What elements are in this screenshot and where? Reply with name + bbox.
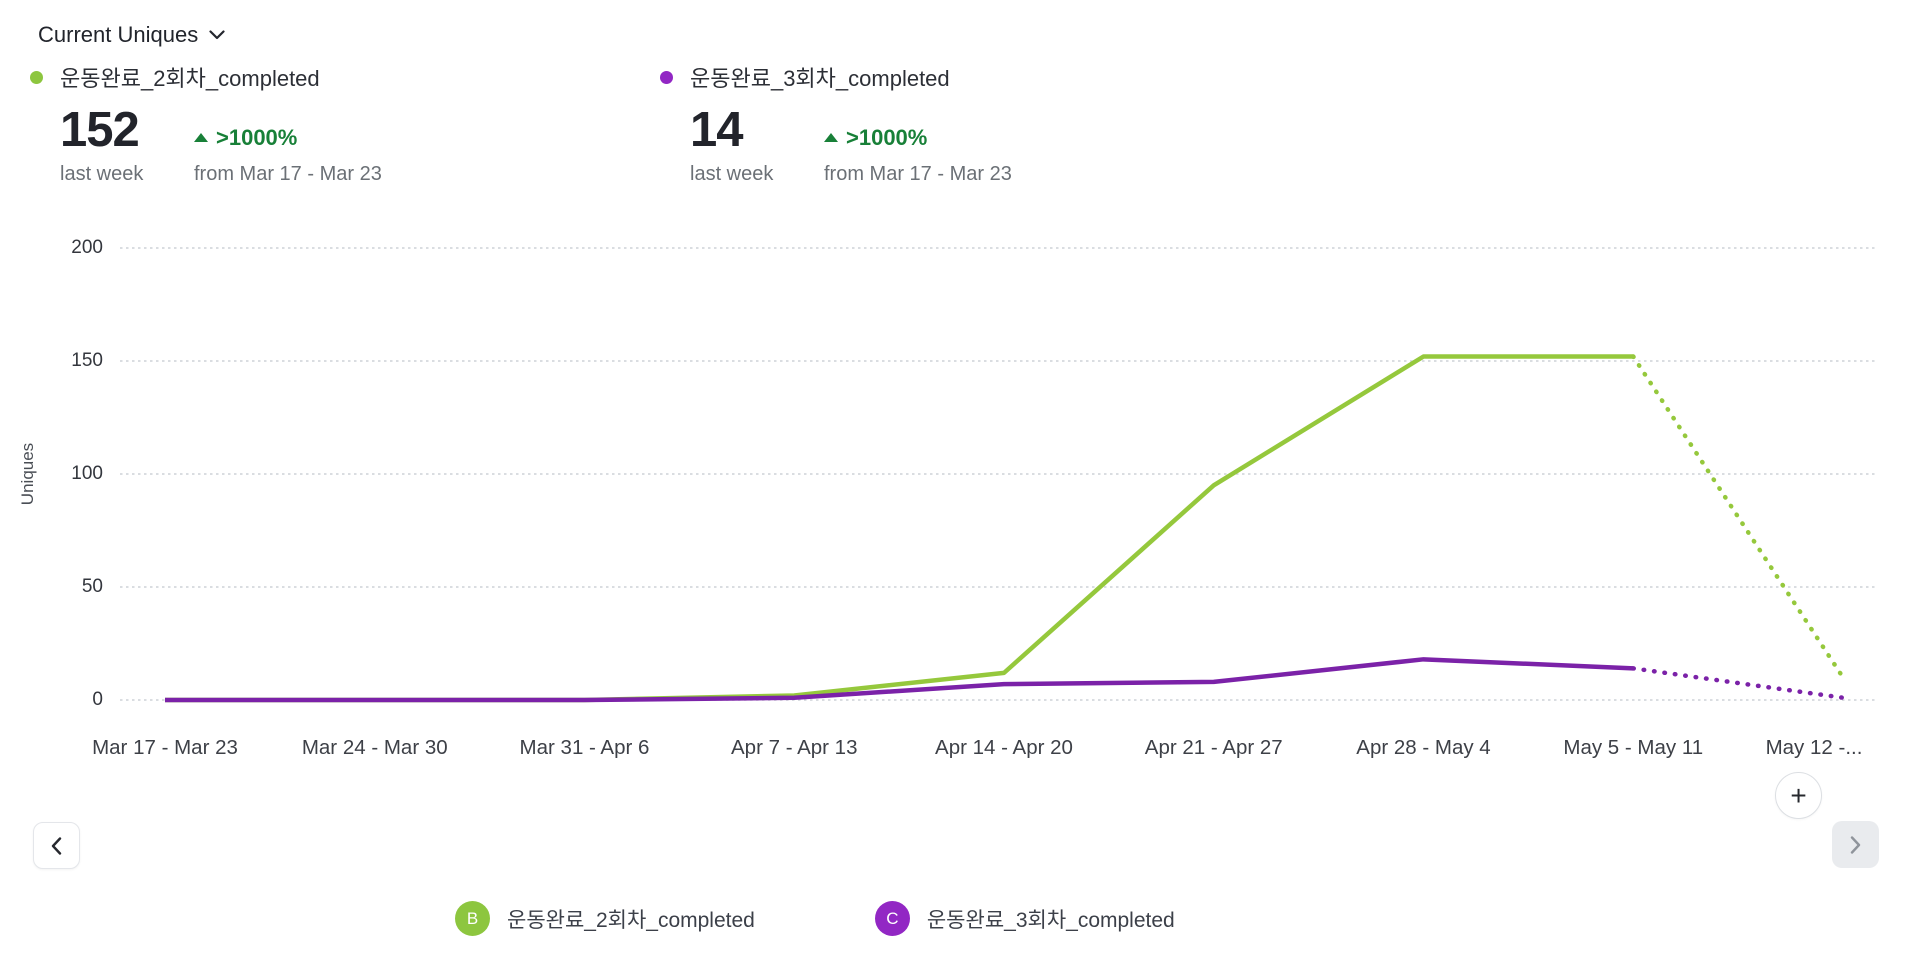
y-tick-label: 200 — [71, 237, 103, 258]
series-b-title-row[interactable]: 운동완료_2회차_completed — [30, 62, 382, 92]
trend-up-icon — [824, 133, 838, 142]
series-c-title-row[interactable]: 운동완료_3회차_completed — [660, 62, 1012, 92]
metric-type-dropdown[interactable]: Current Uniques — [38, 22, 225, 48]
legend-label-b: 운동완료_2회차_completed — [507, 908, 755, 932]
series-b-value: 152 — [60, 103, 140, 157]
x-tick-label: Mar 24 - Mar 30 — [301, 736, 448, 759]
metric-summary-series-b: 운동완료_2회차_completed 152 >1000% last week … — [30, 62, 382, 186]
chevron-down-icon — [209, 30, 225, 40]
y-tick-label: 100 — [71, 463, 103, 484]
chevron-right-icon — [1850, 835, 1861, 854]
series-c-period: last week — [690, 163, 774, 185]
y-tick-label: 0 — [92, 689, 103, 710]
series-c-change: >1000% — [824, 106, 1012, 155]
series-b-period: last week — [60, 163, 144, 185]
scroll-left-button[interactable] — [33, 822, 80, 869]
metric-type-label: Current Uniques — [38, 22, 199, 47]
y-tick-label: 150 — [71, 350, 103, 371]
series-c-compare: from Mar 17 - Mar 23 — [824, 163, 1012, 185]
series-c-value: 14 — [690, 103, 744, 157]
series-c-title: 운동완료_3회차_completed — [690, 66, 950, 91]
x-tick-label: May 12 -... — [1765, 736, 1863, 759]
x-tick-label: Mar 31 - Apr 6 — [519, 736, 650, 759]
series-line-projected-B — [1631, 354, 1846, 680]
series-b-dot-icon — [30, 70, 43, 84]
series-line-C — [165, 657, 1634, 703]
series-c-dot-icon — [660, 70, 673, 84]
x-tick-label: Apr 7 - Apr 13 — [731, 736, 858, 759]
series-b-change-value: >1000% — [216, 124, 298, 150]
x-tick-label: Mar 17 - Mar 23 — [92, 736, 238, 759]
legend-label-c: 운동완료_3회차_completed — [926, 908, 1175, 932]
legend-badge-c: C — [874, 901, 910, 936]
scroll-right-button[interactable] — [1832, 821, 1879, 868]
series-b-change: >1000% — [194, 106, 382, 155]
y-tick-label: 50 — [81, 576, 103, 597]
series-b-compare: from Mar 17 - Mar 23 — [194, 163, 382, 185]
series-c-change-value: >1000% — [846, 124, 928, 150]
legend-item-b[interactable]: B 운동완료_2회차_completed — [455, 901, 755, 936]
series-line-B — [165, 354, 1634, 703]
x-tick-label: Apr 21 - Apr 27 — [1144, 736, 1283, 759]
metric-summary-series-c: 운동완료_3회차_completed 14 >1000% last week f… — [660, 62, 1012, 186]
add-annotation-button[interactable]: + — [1775, 772, 1822, 819]
chart-legend: B 운동완료_2회차_completed C 운동완료_3회차_complete… — [455, 901, 1175, 936]
series-b-title: 운동완료_2회차_completed — [60, 66, 320, 91]
chevron-left-icon — [51, 836, 62, 855]
x-tick-label: May 5 - May 11 — [1563, 736, 1704, 759]
legend-badge-b: B — [455, 901, 490, 936]
legend-item-c[interactable]: C 운동완료_3회차_completed — [874, 901, 1175, 936]
plus-icon: + — [1790, 779, 1807, 811]
series-line-projected-C — [1631, 666, 1846, 700]
x-tick-label: Apr 14 - Apr 20 — [935, 736, 1073, 759]
x-tick-label: Apr 28 - May 4 — [1356, 736, 1491, 759]
trend-up-icon — [194, 133, 208, 142]
